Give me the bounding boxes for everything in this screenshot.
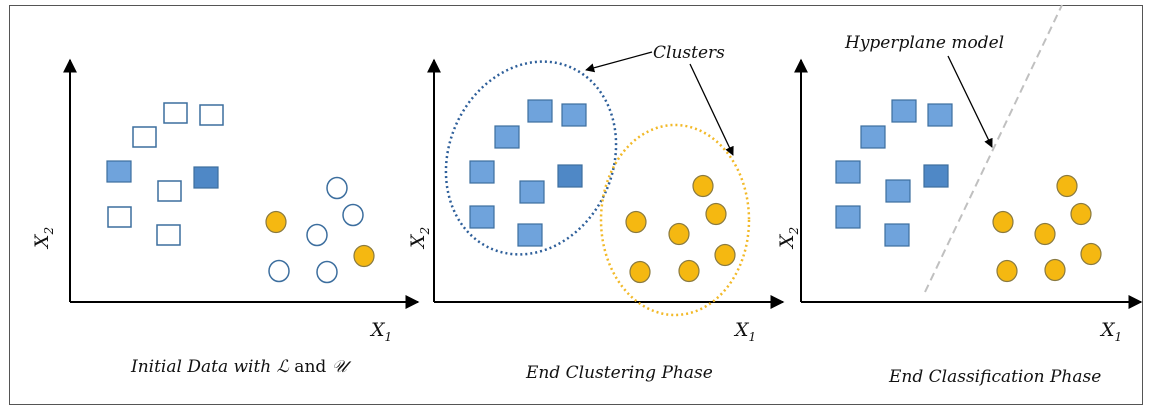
labeled-circle [353, 244, 375, 268]
clusters-annotation: Clusters [653, 43, 725, 63]
unlabeled-circle [306, 223, 328, 247]
caption-classification: End Classification Phase [888, 367, 1101, 387]
unlabeled-square [156, 224, 181, 246]
clusters-arrow-blue [585, 51, 653, 73]
class-square [884, 223, 910, 247]
unlabeled-square [107, 206, 132, 228]
panel-clustering: X1 X2 Clusters End Clustering Phase [407, 43, 785, 383]
cluster-square [519, 180, 545, 204]
y-axis-label: X2 [31, 227, 56, 250]
panel-initial-data: X1 X2 Initial Data with ℒ and 𝒰 [31, 58, 420, 377]
class-square [835, 205, 861, 229]
cluster-square [527, 99, 553, 123]
figure-frame [9, 5, 1143, 405]
unlabeled-circle [342, 203, 364, 227]
cluster-circle [714, 243, 736, 267]
labeled-circle [265, 210, 287, 234]
class-circle [1044, 258, 1066, 282]
cluster-square [494, 125, 520, 149]
unlabeled-square [163, 102, 188, 124]
cluster-square [557, 164, 583, 188]
x-axis-label: X1 [369, 319, 392, 344]
class-circle [1056, 174, 1078, 198]
labeled-square [193, 166, 219, 189]
cluster-circle [705, 202, 727, 226]
cluster-circle [629, 260, 651, 284]
labeled-set-symbol: ℒ [277, 357, 290, 377]
class-circle [1080, 242, 1102, 266]
class-square [923, 164, 949, 188]
class-square [860, 125, 886, 149]
class-square [927, 103, 953, 127]
caption-initial-data: Initial Data with ℒ and 𝒰 [130, 357, 352, 377]
panel-classification: X1 X2 Hyperplane model End Classificatio… [776, 4, 1143, 387]
cluster-circle [692, 174, 714, 198]
hyperplane-line [924, 4, 1063, 293]
cluster-circle [678, 259, 700, 283]
class-circle [1034, 222, 1056, 246]
unlabeled-square [132, 126, 157, 148]
cluster-square [517, 223, 543, 247]
class-square [835, 160, 861, 184]
hyperplane-annotation: Hyperplane model [844, 33, 1004, 53]
unlabeled-circle [268, 259, 290, 283]
class-circle [992, 210, 1014, 234]
unlabeled-set-symbol: 𝒰 [332, 357, 352, 377]
class-square [885, 179, 911, 203]
x-axis-label: X1 [1099, 319, 1122, 344]
clusters-arrow-orange [689, 63, 734, 156]
caption-clustering: End Clustering Phase [525, 363, 713, 383]
cluster-boundary-orange [599, 123, 751, 317]
labeled-square [106, 160, 132, 183]
unlabeled-circle [316, 260, 338, 284]
y-axis-label: X2 [407, 227, 432, 250]
cluster-square [561, 103, 587, 127]
unlabeled-square [199, 104, 224, 126]
class-square [891, 99, 917, 123]
class-circle [996, 259, 1018, 283]
unlabeled-circle [326, 176, 348, 200]
cluster-circle [668, 222, 690, 246]
x-axis-label: X1 [733, 319, 756, 344]
class-circle [1070, 202, 1092, 226]
cluster-square [469, 205, 495, 229]
unlabeled-square [157, 180, 182, 202]
cluster-square [469, 160, 495, 184]
y-axis-label: X2 [776, 227, 801, 250]
cluster-circle [625, 210, 647, 234]
cluster-boundary-blue [444, 60, 618, 256]
hyperplane-arrow [947, 55, 993, 148]
